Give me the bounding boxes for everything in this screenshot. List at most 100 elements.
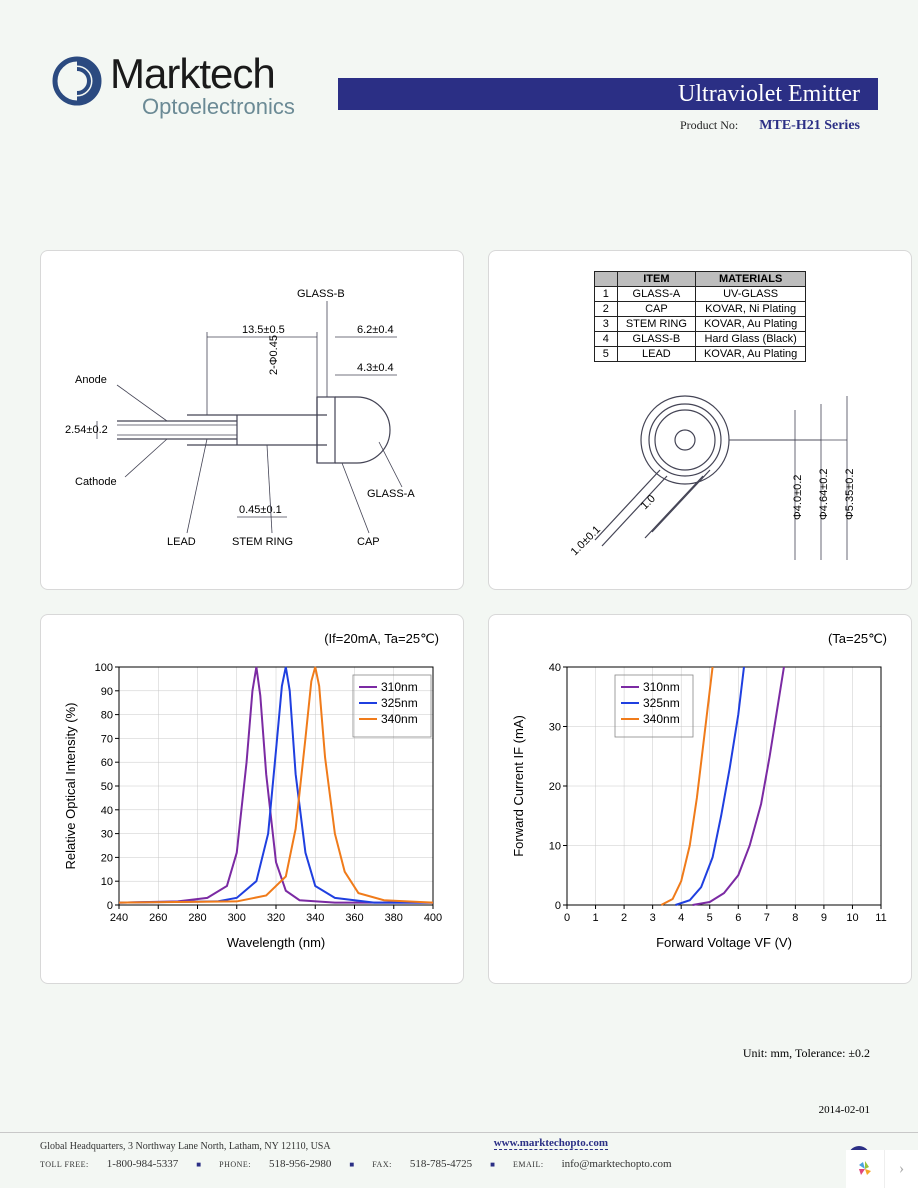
label-lead: LEAD bbox=[167, 536, 196, 548]
fax-label: FAX: bbox=[372, 1160, 392, 1169]
tollfree-label: TOLL FREE: bbox=[40, 1160, 89, 1169]
email-label: EMAIL: bbox=[513, 1160, 544, 1169]
dim-13-5: 13.5±0.5 bbox=[242, 324, 285, 336]
label-stem-ring: STEM RING bbox=[232, 536, 293, 548]
footer-address: Global Headquarters, 3 Northway Lane Nor… bbox=[40, 1141, 878, 1152]
svg-text:310nm: 310nm bbox=[381, 680, 418, 694]
svg-text:300: 300 bbox=[228, 912, 246, 924]
footer-web[interactable]: www.marktechopto.com bbox=[494, 1137, 608, 1150]
svg-text:11: 11 bbox=[875, 912, 886, 924]
title-bar: Ultraviolet Emitter bbox=[338, 78, 878, 110]
dim-phi535: Φ5.35±0.2 bbox=[844, 468, 856, 520]
panel-materials: ITEMMATERIALS 1GLASS-AUV-GLASS2CAPKOVAR,… bbox=[488, 250, 912, 590]
svg-text:2: 2 bbox=[621, 912, 627, 924]
svg-text:7: 7 bbox=[764, 912, 770, 924]
svg-text:40: 40 bbox=[101, 805, 113, 817]
mechanical-side-svg: 13.5±0.5 6.2±0.4 4.3±0.4 2.54±0.2 2-Φ0.4… bbox=[57, 267, 437, 567]
panel-mechanical-side: 13.5±0.5 6.2±0.4 4.3±0.4 2.54±0.2 2-Φ0.4… bbox=[40, 250, 464, 590]
svg-text:100: 100 bbox=[95, 662, 113, 674]
svg-text:4: 4 bbox=[678, 912, 684, 924]
svg-text:30: 30 bbox=[549, 722, 561, 734]
panel-iv-chart: (Ta=25℃) 0 10 20 30 40 0 1 2 3 4 5 6 7 8 9 10 11 Forward … bbox=[488, 614, 912, 984]
svg-text:9: 9 bbox=[821, 912, 827, 924]
label-cap: CAP bbox=[357, 536, 380, 548]
dim-1-0: 1.0 bbox=[639, 493, 658, 512]
svg-text:6: 6 bbox=[735, 912, 741, 924]
svg-text:360: 360 bbox=[345, 912, 363, 924]
svg-text:8: 8 bbox=[792, 912, 798, 924]
product-label: Product No: bbox=[680, 118, 738, 132]
svg-text:280: 280 bbox=[188, 912, 206, 924]
logo-icon bbox=[50, 54, 104, 108]
svg-text:5: 5 bbox=[707, 912, 713, 924]
dim-4-3: 4.3±0.4 bbox=[357, 362, 394, 374]
phone-val: 518-956-2980 bbox=[269, 1158, 331, 1170]
label-glass-b: GLASS-B bbox=[297, 288, 345, 300]
panels-grid: 13.5±0.5 6.2±0.4 4.3±0.4 2.54±0.2 2-Φ0.4… bbox=[0, 160, 918, 984]
svg-text:0: 0 bbox=[107, 900, 113, 912]
label-cathode: Cathode bbox=[75, 476, 117, 488]
widget-logo-icon[interactable] bbox=[846, 1150, 884, 1188]
logo-name: Marktech bbox=[110, 50, 295, 98]
unit-note: Unit: mm, Tolerance: ±0.2 bbox=[743, 1046, 870, 1061]
svg-text:70: 70 bbox=[101, 733, 113, 745]
mechanical-front-svg: Φ4.0±0.2 Φ4.64±0.2 Φ5.35±0.2 1.0±0.1 1.0 bbox=[505, 370, 885, 570]
product-number: MTE-H21 Series bbox=[759, 118, 860, 133]
dim-2-54: 2.54±0.2 bbox=[65, 424, 108, 436]
svg-text:340nm: 340nm bbox=[381, 712, 418, 726]
date-note: 2014-02-01 bbox=[819, 1104, 870, 1116]
svg-text:10: 10 bbox=[549, 841, 561, 853]
svg-text:40: 40 bbox=[549, 662, 561, 674]
footer: Global Headquarters, 3 Northway Lane Nor… bbox=[0, 1132, 918, 1188]
svg-text:30: 30 bbox=[101, 829, 113, 841]
dim-1-0-1: 1.0±0.1 bbox=[569, 524, 603, 558]
svg-text:Wavelength (nm): Wavelength (nm) bbox=[227, 935, 326, 950]
phone-label: PHONE: bbox=[219, 1160, 251, 1169]
svg-text:Forward Current IF (mA): Forward Current IF (mA) bbox=[511, 715, 526, 857]
widget-expand-icon[interactable]: › bbox=[884, 1150, 918, 1188]
svg-text:0: 0 bbox=[564, 912, 570, 924]
spectral-svg: 0 10 20 30 40 50 60 70 80 90 100 240 260 280 300 320 340… bbox=[57, 631, 447, 961]
svg-text:10: 10 bbox=[846, 912, 858, 924]
materials-table: ITEMMATERIALS 1GLASS-AUV-GLASS2CAPKOVAR,… bbox=[594, 271, 807, 362]
svg-text:0: 0 bbox=[555, 900, 561, 912]
svg-text:10: 10 bbox=[101, 876, 113, 888]
logo-subtitle: Optoelectronics bbox=[142, 94, 295, 120]
svg-text:380: 380 bbox=[385, 912, 403, 924]
svg-text:90: 90 bbox=[101, 686, 113, 698]
iv-condition: (Ta=25℃) bbox=[828, 631, 887, 647]
dim-6-2: 6.2±0.4 bbox=[357, 324, 394, 336]
svg-text:260: 260 bbox=[149, 912, 167, 924]
svg-text:325nm: 325nm bbox=[643, 696, 680, 710]
iv-svg: 0 10 20 30 40 0 1 2 3 4 5 6 7 8 9 10 11 Forward Voltage V… bbox=[505, 631, 895, 961]
email-val: info@marktechopto.com bbox=[562, 1158, 672, 1170]
svg-text:Relative Optical Intensity (%: Relative Optical Intensity (%) bbox=[63, 703, 78, 870]
dim-phi464: Φ4.64±0.2 bbox=[818, 468, 830, 520]
svg-text:240: 240 bbox=[110, 912, 128, 924]
fax-val: 518-785-4725 bbox=[410, 1158, 472, 1170]
label-glass-a: GLASS-A bbox=[367, 488, 415, 500]
header: Marktech Optoelectronics Ultraviolet Emi… bbox=[0, 0, 918, 160]
svg-text:3: 3 bbox=[650, 912, 656, 924]
spectral-condition: (If=20mA, Ta=25℃) bbox=[324, 631, 439, 647]
panel-spectral-chart: (If=20mA, Ta=25℃) 0 10 20 30 40 50 60 70 80 90 100… bbox=[40, 614, 464, 984]
dim-045: 0.45±0.1 bbox=[239, 504, 282, 516]
floating-widget[interactable]: › bbox=[846, 1150, 918, 1188]
svg-text:340: 340 bbox=[306, 912, 324, 924]
svg-text:60: 60 bbox=[101, 757, 113, 769]
svg-text:50: 50 bbox=[101, 781, 113, 793]
svg-text:310nm: 310nm bbox=[643, 680, 680, 694]
svg-text:1: 1 bbox=[592, 912, 598, 924]
svg-text:20: 20 bbox=[549, 781, 561, 793]
label-anode: Anode bbox=[75, 374, 107, 386]
tollfree-val: 1-800-984-5337 bbox=[107, 1158, 179, 1170]
product-row: Product No: MTE-H21 Series bbox=[680, 118, 860, 134]
svg-text:325nm: 325nm bbox=[381, 696, 418, 710]
svg-text:80: 80 bbox=[101, 710, 113, 722]
svg-text:Forward Voltage VF (V): Forward Voltage VF (V) bbox=[656, 935, 792, 950]
svg-text:320: 320 bbox=[267, 912, 285, 924]
dim-phi4: Φ4.0±0.2 bbox=[792, 475, 804, 520]
svg-text:20: 20 bbox=[101, 852, 113, 864]
svg-text:340nm: 340nm bbox=[643, 712, 680, 726]
dim-phi045: 2-Φ0.45 bbox=[268, 335, 280, 375]
